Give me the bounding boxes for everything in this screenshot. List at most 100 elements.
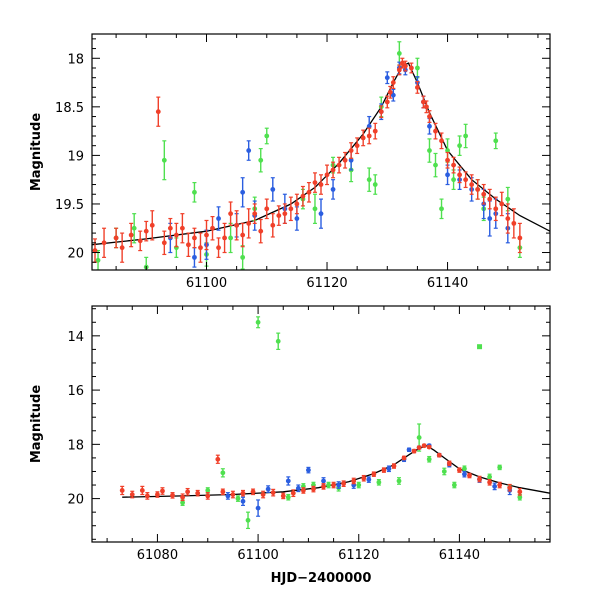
top-series-red [92, 57, 523, 263]
red-point [92, 248, 98, 253]
red-point [463, 177, 469, 183]
green-point [192, 189, 197, 195]
red-point [119, 488, 125, 493]
red-point [421, 443, 427, 449]
red-point [487, 196, 493, 202]
top-y-tick-label: 18 [67, 52, 84, 67]
red-point [128, 232, 134, 238]
blue-point [294, 216, 300, 221]
blue-point [366, 477, 372, 483]
red-point [433, 128, 438, 134]
red-point [318, 182, 324, 187]
blue-point [216, 216, 221, 221]
red-point [252, 211, 258, 217]
red-point [402, 63, 408, 69]
red-point [469, 182, 475, 187]
blue-point [225, 493, 231, 499]
green-point [258, 157, 264, 163]
red-point [149, 222, 155, 228]
red-point [351, 478, 357, 484]
red-point [399, 60, 405, 66]
green-point [462, 466, 467, 472]
red-point [366, 133, 372, 139]
red-point [173, 232, 179, 238]
blue-point [462, 471, 467, 477]
bottom-y-tick-label: 18 [67, 438, 84, 453]
red-point [517, 235, 523, 241]
red-point [228, 211, 234, 217]
red-point [396, 67, 402, 73]
red-point [306, 189, 312, 195]
red-point [129, 492, 135, 497]
bottom-panel: 61080 61100 61120 61140 14 16 18 20 Magnitude HJD… [29, 305, 551, 586]
red-point [457, 467, 462, 473]
green-point [445, 148, 450, 153]
blue-point [270, 186, 276, 192]
red-point [517, 489, 523, 495]
blue-point [192, 254, 197, 260]
red-point [312, 180, 318, 185]
green-point [228, 235, 234, 241]
red-point [477, 476, 482, 482]
bottom-x-tick-label: 61140 [439, 548, 480, 563]
top-x-tick-label: 61120 [306, 276, 347, 291]
red-point [499, 201, 505, 207]
top-plot-frame [91, 33, 551, 271]
green-point [240, 254, 246, 260]
green-point [275, 338, 281, 344]
red-point [155, 109, 161, 115]
green-point [131, 225, 137, 231]
red-point [354, 143, 360, 149]
red-point [311, 486, 316, 492]
top-y-tick-label: 18.5 [55, 101, 84, 116]
green-point [477, 344, 483, 350]
green-point [416, 435, 422, 440]
top-panel: 61100 61120 61140 18 18.5 19 19.5 20 Magnitude [29, 33, 551, 291]
green-point [285, 494, 291, 500]
blue-point [321, 478, 326, 484]
green-point [205, 488, 211, 493]
green-point [463, 133, 469, 139]
bottom-x-axis-title: HJD−2400000 [271, 571, 372, 586]
blue-point [318, 211, 324, 217]
red-point [246, 220, 252, 226]
red-point [331, 482, 336, 488]
red-point [160, 488, 165, 494]
red-point [390, 80, 396, 85]
blue-point [336, 482, 342, 488]
red-point [342, 157, 348, 163]
red-point [467, 473, 472, 478]
green-point [427, 148, 432, 153]
red-point [144, 493, 150, 499]
green-point [505, 196, 511, 202]
red-point [341, 481, 347, 487]
green-point [312, 206, 318, 212]
green-point [255, 319, 261, 325]
red-point [137, 238, 143, 244]
red-point [348, 148, 354, 153]
top-y-axis-title: Magnitude [29, 113, 44, 192]
blue-point [295, 485, 301, 491]
green-point [372, 182, 378, 187]
bottom-series-blue [225, 443, 513, 517]
blue-point [390, 92, 396, 98]
green-point [451, 482, 457, 488]
red-point [260, 492, 266, 497]
red-point [493, 206, 499, 212]
red-point [230, 492, 236, 497]
red-point [101, 240, 107, 246]
red-point [391, 463, 397, 469]
red-point [270, 222, 276, 228]
bottom-y-tick-label: 20 [67, 493, 84, 508]
red-point [361, 475, 367, 481]
blue-point [492, 483, 498, 489]
green-point [376, 479, 382, 485]
blue-point [330, 186, 336, 192]
red-point [451, 162, 456, 168]
red-point [186, 242, 191, 248]
blue-point [384, 75, 390, 81]
red-point [204, 232, 209, 238]
bottom-y-axis-title: Magnitude [29, 385, 44, 464]
red-point [288, 206, 294, 212]
